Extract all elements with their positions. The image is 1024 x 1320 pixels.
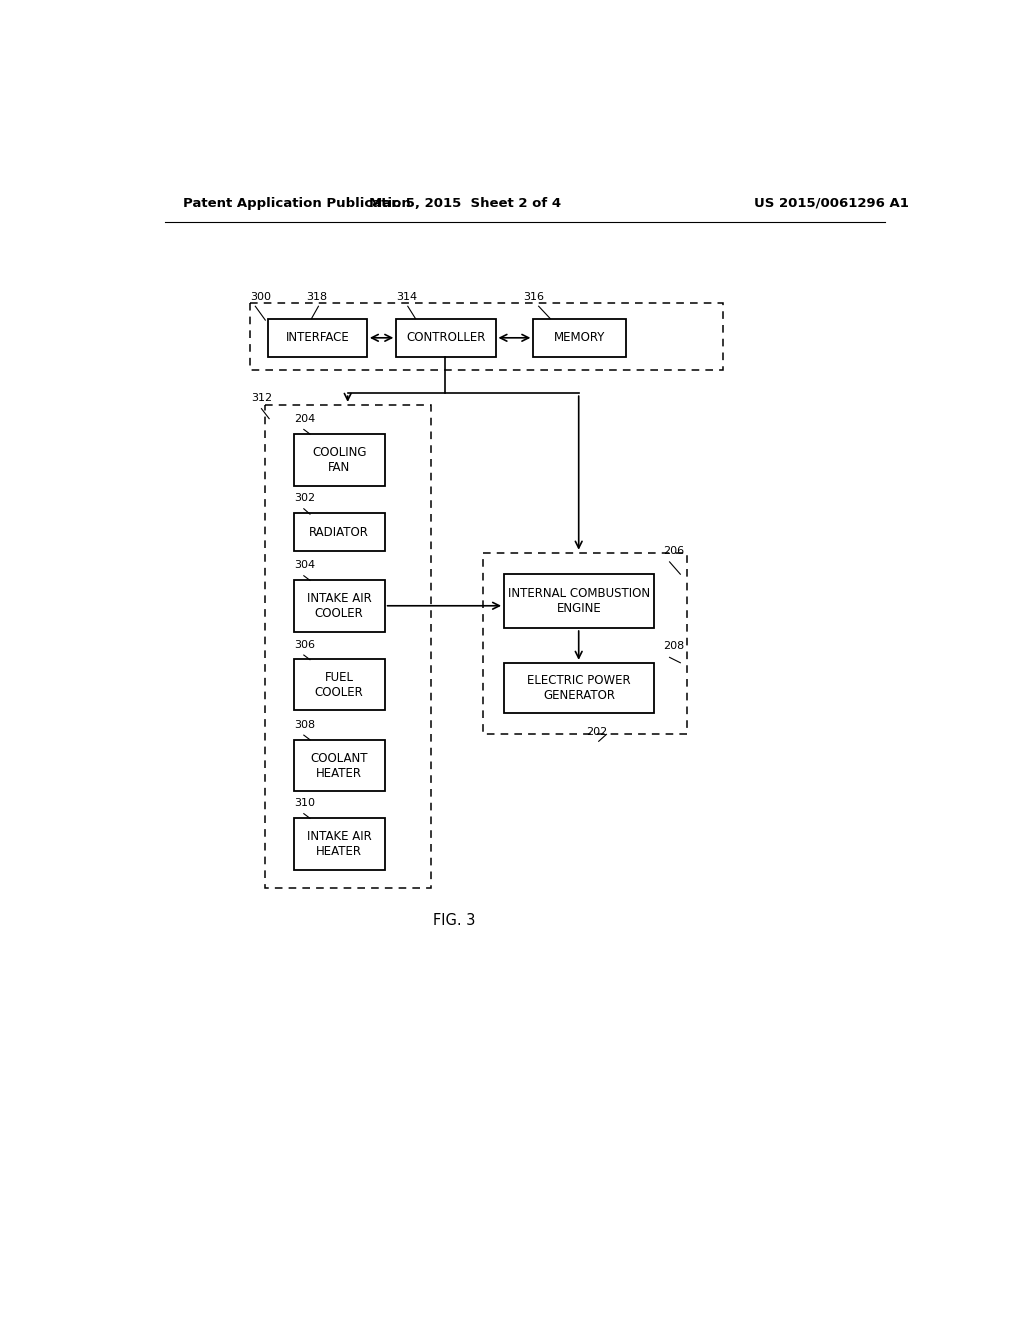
Bar (504, 663, 654, 713)
Text: INTERFACE: INTERFACE (286, 331, 349, 345)
Text: 318: 318 (306, 292, 328, 302)
Text: RADIATOR: RADIATOR (309, 525, 370, 539)
Text: 304: 304 (295, 561, 315, 570)
Text: INTAKE AIR
COOLER: INTAKE AIR COOLER (307, 593, 372, 620)
Text: MEMORY: MEMORY (554, 331, 605, 345)
Text: 204: 204 (295, 414, 315, 424)
Text: 314: 314 (396, 292, 418, 302)
Bar (294, 739, 385, 792)
Text: 202: 202 (587, 727, 607, 738)
Text: 208: 208 (664, 642, 685, 651)
Text: ELECTRIC POWER
GENERATOR: ELECTRIC POWER GENERATOR (527, 673, 631, 702)
Bar (250, 304, 724, 370)
Text: COOLANT
HEATER: COOLANT HEATER (310, 751, 368, 780)
Text: 206: 206 (664, 545, 684, 556)
Bar (294, 659, 385, 710)
Text: 300: 300 (250, 292, 271, 302)
Bar (396, 318, 496, 358)
Bar (534, 318, 627, 358)
Text: FUEL
COOLER: FUEL COOLER (314, 671, 364, 698)
Bar (483, 553, 687, 734)
Bar (294, 434, 385, 486)
Text: INTERNAL COMBUSTION
ENGINE: INTERNAL COMBUSTION ENGINE (508, 587, 650, 615)
Text: FIG. 3: FIG. 3 (433, 913, 475, 928)
Text: 310: 310 (295, 799, 315, 808)
Bar (294, 818, 385, 870)
Text: CONTROLLER: CONTROLLER (407, 331, 485, 345)
Text: 308: 308 (295, 719, 315, 730)
Text: 306: 306 (295, 640, 315, 649)
Text: 316: 316 (523, 292, 545, 302)
Bar (267, 318, 367, 358)
Bar (265, 405, 431, 888)
Bar (294, 513, 385, 552)
Bar (294, 581, 385, 632)
Text: Mar. 5, 2015  Sheet 2 of 4: Mar. 5, 2015 Sheet 2 of 4 (370, 197, 561, 210)
Text: 302: 302 (295, 494, 315, 503)
Text: Patent Application Publication: Patent Application Publication (183, 197, 411, 210)
Text: INTAKE AIR
HEATER: INTAKE AIR HEATER (307, 830, 372, 858)
Text: COOLING
FAN: COOLING FAN (312, 446, 367, 474)
Bar (504, 574, 654, 628)
Text: 312: 312 (252, 393, 272, 404)
Text: US 2015/0061296 A1: US 2015/0061296 A1 (754, 197, 908, 210)
